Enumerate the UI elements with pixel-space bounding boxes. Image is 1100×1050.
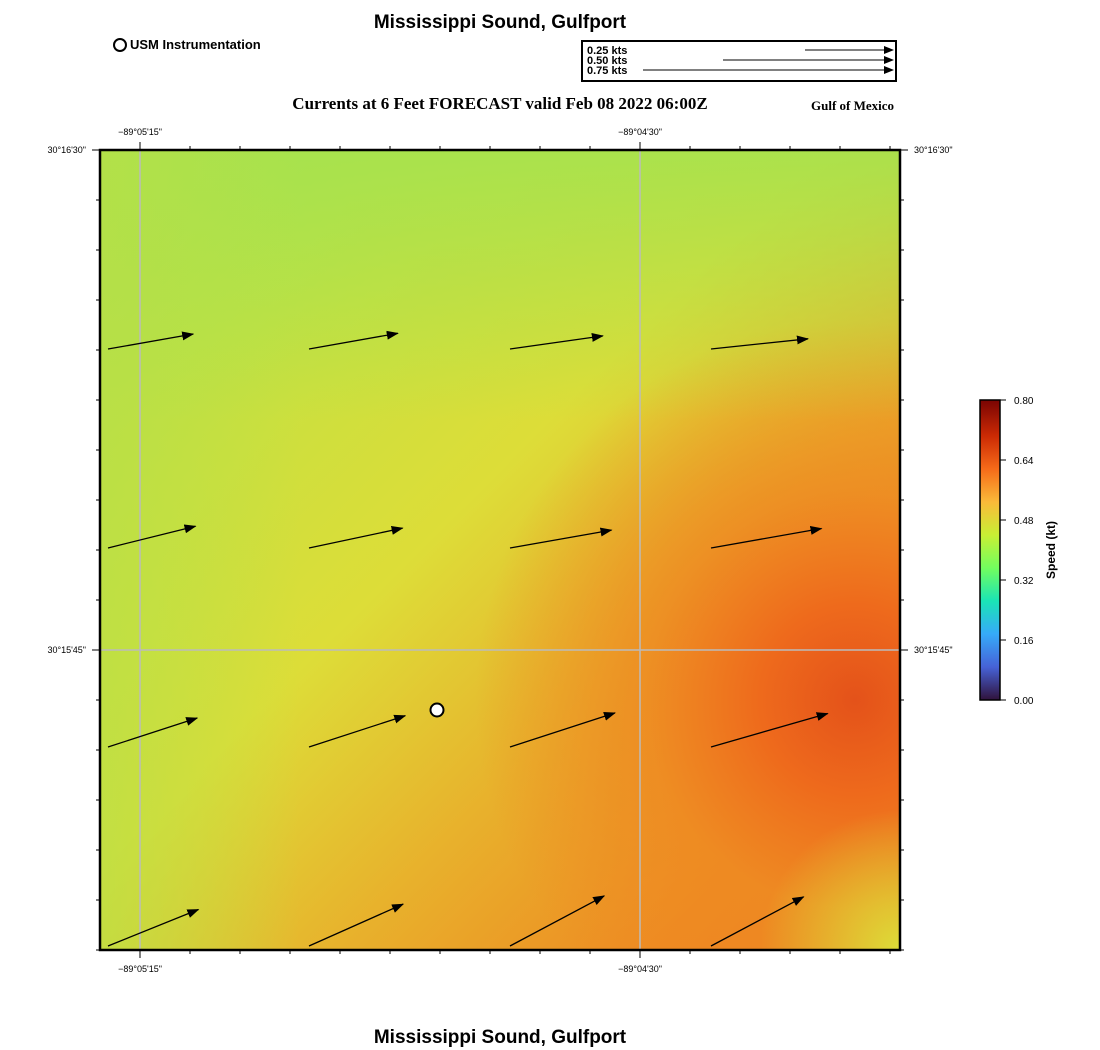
current-vector-arrow	[710, 525, 823, 549]
speed-field	[100, 150, 900, 950]
frame-ticks	[92, 142, 908, 958]
map-title-bottom: Mississippi Sound, Gulfport	[373, 1027, 627, 1048]
colorbar-tick-064: 0.64	[1014, 456, 1034, 467]
colorbar: 0.80 0.64 0.48 0.32 0.16 0.00 Speed (kt)	[979, 396, 1058, 707]
y-right-label-1: 30°16'30"	[914, 145, 953, 155]
x-bottom-label-1: −89°05'15"	[118, 964, 162, 974]
forecast-subtitle: Currents at 6 Feet FORECAST valid Feb 08…	[292, 94, 708, 113]
current-vector-arrow	[710, 896, 805, 947]
colorbar-tick-000: 0.00	[1014, 696, 1034, 707]
y-left-label-1: 30°16'30"	[47, 145, 86, 155]
region-label: Gulf of Mexico	[811, 98, 895, 113]
x-top-label-2: −89°04'30"	[618, 127, 662, 137]
scale-label-050: 0.50 kts	[587, 55, 628, 67]
colorbar-tick-048: 0.48	[1014, 516, 1034, 527]
colorbar-tick-016: 0.16	[1014, 636, 1034, 647]
usm-legend: USM Instrumentation	[113, 37, 261, 52]
current-vector-arrow	[710, 335, 809, 350]
y-left-label-2: 30°15'45"	[47, 645, 86, 655]
current-vector-arrow	[509, 332, 604, 350]
scale-arrows	[643, 46, 894, 74]
map-title: Mississippi Sound, Gulfport	[373, 12, 627, 33]
usm-station-marker[interactable]	[429, 702, 445, 718]
station-marker-icon	[113, 37, 127, 52]
current-vectors	[107, 330, 829, 947]
vector-scale-legend: 0.25 kts 0.50 kts 0.75 kts	[581, 40, 897, 82]
x-top-label-1: −89°05'15"	[118, 127, 162, 137]
current-vector-arrow	[107, 524, 197, 549]
colorbar-tick-032: 0.32	[1014, 576, 1034, 587]
current-vector-arrow	[107, 331, 195, 350]
current-vector-arrow	[308, 714, 407, 748]
y-right-label-2: 30°15'45"	[914, 645, 953, 655]
colorbar-scale	[979, 399, 1001, 701]
colorbar-tick-080: 0.80	[1014, 396, 1034, 407]
current-vector-arrow	[308, 525, 404, 549]
current-vector-arrow	[509, 712, 616, 748]
current-vector-arrow	[107, 717, 199, 748]
current-vector-arrow	[107, 908, 200, 947]
scale-label-025: 0.25 kts	[587, 45, 628, 57]
usm-legend-label: USM Instrumentation	[130, 37, 261, 52]
current-vector-arrow	[710, 712, 829, 748]
scale-label-075: 0.75 kts	[587, 65, 628, 77]
x-bottom-label-2: −89°04'30"	[618, 964, 662, 974]
current-vector-arrow	[308, 330, 399, 350]
graticule	[100, 150, 900, 950]
current-vector-arrow	[509, 527, 613, 549]
current-vector-arrow	[509, 895, 606, 947]
colorbar-label: Speed (kt)	[1044, 521, 1058, 579]
current-vector-arrow	[308, 903, 405, 947]
